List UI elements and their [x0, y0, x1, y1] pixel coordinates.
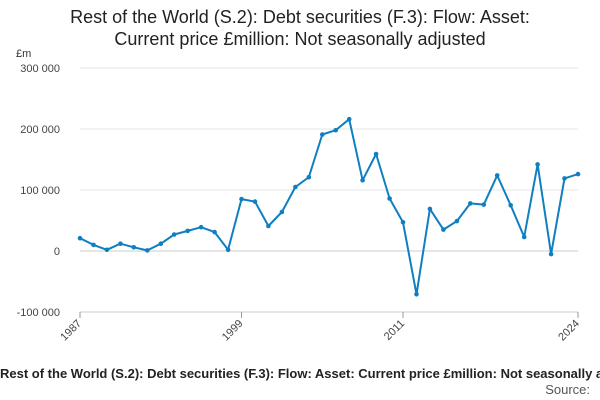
- data-point: [387, 196, 392, 201]
- data-point: [131, 245, 137, 250]
- data-point: [333, 127, 339, 133]
- data-point: [400, 220, 406, 225]
- data-point: [346, 116, 352, 122]
- y-tick-label: 300 000: [20, 63, 60, 75]
- footer-title: Rest of the World (S.2): Debt securities…: [0, 366, 600, 381]
- data-point: [373, 151, 379, 157]
- data-point: [575, 171, 581, 177]
- chart-title-line-2: Current price £million: Not seasonally a…: [114, 29, 486, 49]
- data-point: [441, 227, 446, 232]
- data-point: [427, 206, 433, 212]
- data-point: [293, 184, 298, 190]
- data-point: [548, 251, 554, 257]
- data-point: [145, 248, 150, 253]
- data-point: [306, 174, 312, 180]
- data-point: [239, 196, 244, 202]
- data-point: [414, 292, 419, 297]
- x-tick-label: 2011: [382, 318, 407, 343]
- data-point: [225, 247, 231, 253]
- chart-title: Rest of the World (S.2): Debt securities…: [0, 6, 600, 50]
- x-tick-label: 1999: [220, 318, 246, 344]
- data-point: [508, 203, 513, 208]
- y-unit-label: £m: [16, 48, 32, 60]
- data-point: [279, 209, 285, 215]
- y-tick-label: 100 000: [20, 185, 60, 197]
- data-point: [360, 177, 365, 183]
- data-point: [104, 247, 110, 253]
- data-point: [481, 202, 487, 207]
- data-point: [320, 132, 325, 137]
- data-point: [171, 232, 177, 237]
- data-point: [212, 229, 217, 235]
- data-point: [118, 241, 123, 246]
- chart-title-line-1: Rest of the World (S.2): Debt securities…: [70, 7, 530, 27]
- data-point: [252, 199, 258, 204]
- data-point: [468, 201, 473, 206]
- data-point: [535, 162, 540, 167]
- x-tick-label: 2024: [556, 318, 582, 344]
- data-point: [266, 223, 271, 229]
- data-point: [494, 173, 500, 178]
- series-line: [79, 118, 579, 296]
- source-label: Source:: [545, 382, 590, 397]
- data-point: [158, 241, 164, 246]
- x-tick-label: 1987: [58, 318, 84, 344]
- data-point: [562, 176, 567, 181]
- data-point: [198, 224, 204, 230]
- y-tick-label: -100 000: [17, 307, 60, 319]
- data-point: [521, 234, 527, 240]
- y-tick-label: 200 000: [20, 124, 60, 136]
- data-point: [185, 228, 190, 234]
- y-tick-label: 0: [54, 246, 60, 258]
- data-point: [91, 242, 96, 248]
- data-point: [454, 218, 460, 224]
- data-point: [77, 235, 83, 241]
